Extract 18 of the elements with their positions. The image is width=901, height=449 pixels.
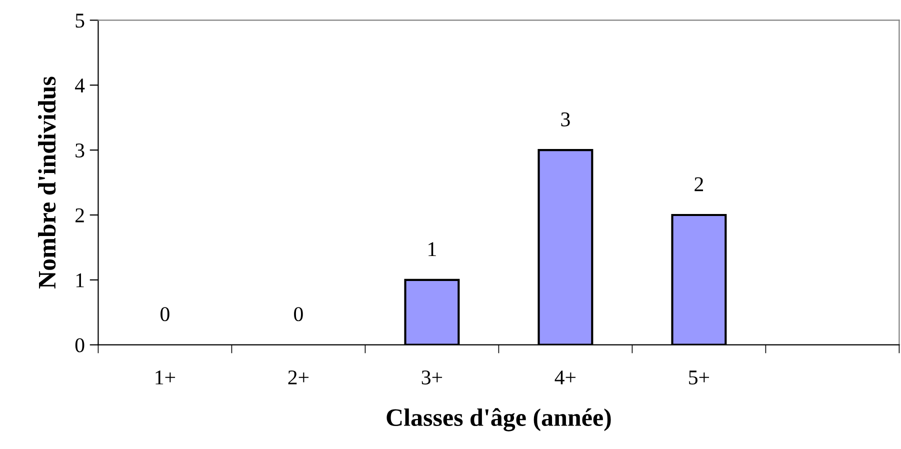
y-tick-label: 2 xyxy=(76,208,84,222)
y-tick-label: 4 xyxy=(75,78,85,92)
x-tick-label: 2+ xyxy=(288,370,309,384)
y-tick-label: 5 xyxy=(76,14,84,28)
data-label: 3 xyxy=(561,112,570,126)
y-tick-label: 1 xyxy=(76,273,84,288)
data-label: 1 xyxy=(428,242,436,256)
data-label: 2 xyxy=(694,177,704,192)
x-tick-label: 1+ xyxy=(156,370,176,384)
x-axis-title: Classes d'âge (année) xyxy=(386,408,611,432)
data-label: 0 xyxy=(160,307,170,322)
y-axis-title: Nombre d'individus xyxy=(38,76,56,288)
x-tick-label: 5+ xyxy=(689,370,710,384)
data-label: 0 xyxy=(294,307,303,322)
y-tick-label: 0 xyxy=(75,338,84,352)
x-tick-label: 4+ xyxy=(554,370,576,384)
x-tick-label: 3+ xyxy=(422,370,442,384)
y-tick-label: 3 xyxy=(76,143,84,158)
